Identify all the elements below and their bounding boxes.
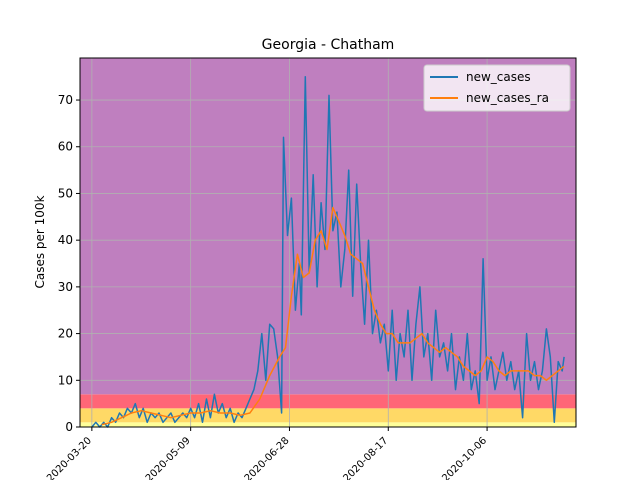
background-band-1 — [80, 408, 576, 423]
y-tick-label: 70 — [58, 93, 73, 107]
background-band-0 — [80, 422, 576, 427]
background-band-2 — [80, 394, 576, 409]
y-tick-label: 30 — [58, 280, 73, 294]
y-tick-label: 10 — [58, 373, 73, 387]
series-line-new_cases_ra — [101, 206, 565, 426]
legend-label: new_cases — [466, 70, 531, 84]
plot-frame — [79, 57, 577, 428]
y-tick-label: 20 — [58, 327, 73, 341]
y-tick-label: 50 — [58, 186, 73, 200]
y-tick-label: 40 — [58, 233, 73, 247]
series-lines — [91, 75, 565, 428]
y-tick-label: 60 — [58, 140, 73, 154]
legend-box — [423, 64, 571, 112]
y-tick-label: 0 — [65, 420, 73, 434]
legend: new_cases new_cases_ra — [423, 64, 571, 112]
chart-title: Georgia - Chatham — [262, 37, 395, 53]
legend-label: new_cases_ra — [466, 91, 549, 105]
y-axis-label: Cases per 100k — [33, 195, 47, 288]
